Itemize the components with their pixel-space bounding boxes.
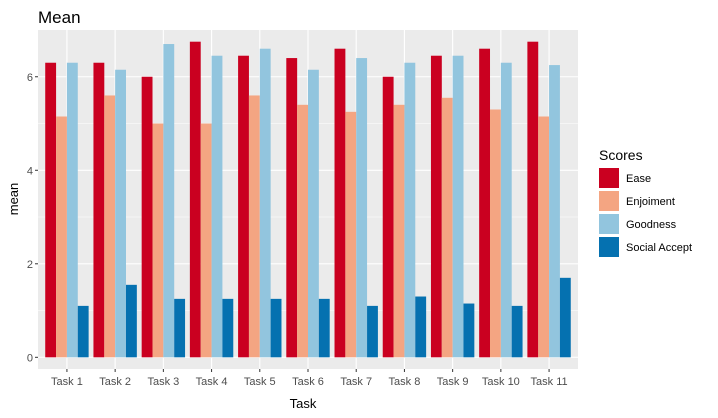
bar-ease [286,58,298,358]
bar-ease [479,48,491,358]
legend-label: Social Accept [626,242,692,254]
legend-label: Enjoiment [626,196,675,208]
bar-enjoiment [345,111,357,358]
x-tick-label: Task 10 [482,376,520,388]
x-tick-label: Task 2 [99,376,131,388]
y-tick-label: 0 [27,352,33,364]
bar-goodness [163,44,175,358]
bar-ease [334,48,346,358]
x-tick-label: Task 4 [196,376,228,388]
y-axis-title: mean [6,183,21,216]
bars [45,41,571,358]
bar-social-accept [222,298,234,358]
bar-enjoiment [538,116,550,358]
legend-key [599,168,619,188]
bar-enjoiment [200,123,212,358]
bar-social-accept [463,303,475,358]
legend-key [599,214,619,234]
y-axis: 0 2 4 6 [27,72,38,364]
bar-social-accept [125,284,137,358]
x-tick-label: Task 3 [147,376,179,388]
bar-social-accept [270,298,282,358]
bar-goodness [259,48,271,358]
x-tick-label: Task 8 [389,376,421,388]
legend-label: Ease [626,173,651,185]
bar-enjoiment [56,116,67,358]
legend-key [599,237,619,257]
x-tick-label: Task 6 [292,376,324,388]
bar-ease [141,76,153,358]
x-tick-label: Task 7 [340,376,372,388]
bar-goodness [66,62,78,358]
x-axis-title: Task [290,396,317,411]
legend-title: Scores [599,147,643,163]
bar-enjoiment [393,104,405,358]
bar-ease [527,41,539,358]
bar-social-accept [77,305,89,358]
chart-title: Mean [38,8,81,27]
bar-ease [382,76,394,358]
bar-goodness [356,58,368,358]
x-axis: Task 1 Task 2 Task 3 Task 4 Task 5 Task 6 Task… [51,369,568,388]
bar-goodness [500,62,512,358]
x-tick-label: Task 5 [244,376,276,388]
bar-goodness [308,69,319,358]
legend: Scores Ease Enjoiment Goodness Social Accep… [599,147,692,257]
bar-enjoiment [152,123,164,358]
bar-ease [189,41,201,358]
bar-goodness [211,55,223,358]
bar-enjoiment [297,104,308,358]
y-tick-label: 4 [27,165,33,177]
bar-enjoiment [490,109,501,358]
bar-goodness [549,65,560,358]
bar-ease [238,55,249,358]
bar-enjoiment [248,95,260,358]
bar-goodness [115,69,126,358]
legend-label: Goodness [626,219,677,231]
bar-enjoiment [441,97,453,358]
bar-ease [93,62,105,358]
bar-goodness [452,55,464,358]
y-tick-label: 2 [27,259,33,271]
bar-goodness [404,62,416,358]
x-tick-label: Task 11 [531,376,568,388]
legend-key [599,191,619,211]
bar-social-accept [367,305,378,358]
x-tick-label: Task 9 [437,376,469,388]
bar-social-accept [559,277,571,358]
bar-ease [430,55,442,358]
bar-social-accept [511,305,523,358]
bar-enjoiment [104,95,116,358]
bar-ease [45,62,57,358]
x-tick-label: Task 1 [51,376,83,388]
bar-social-accept [318,298,330,358]
bar-social-accept [415,296,427,358]
bar-social-accept [174,298,186,358]
y-tick-label: 6 [27,72,33,84]
